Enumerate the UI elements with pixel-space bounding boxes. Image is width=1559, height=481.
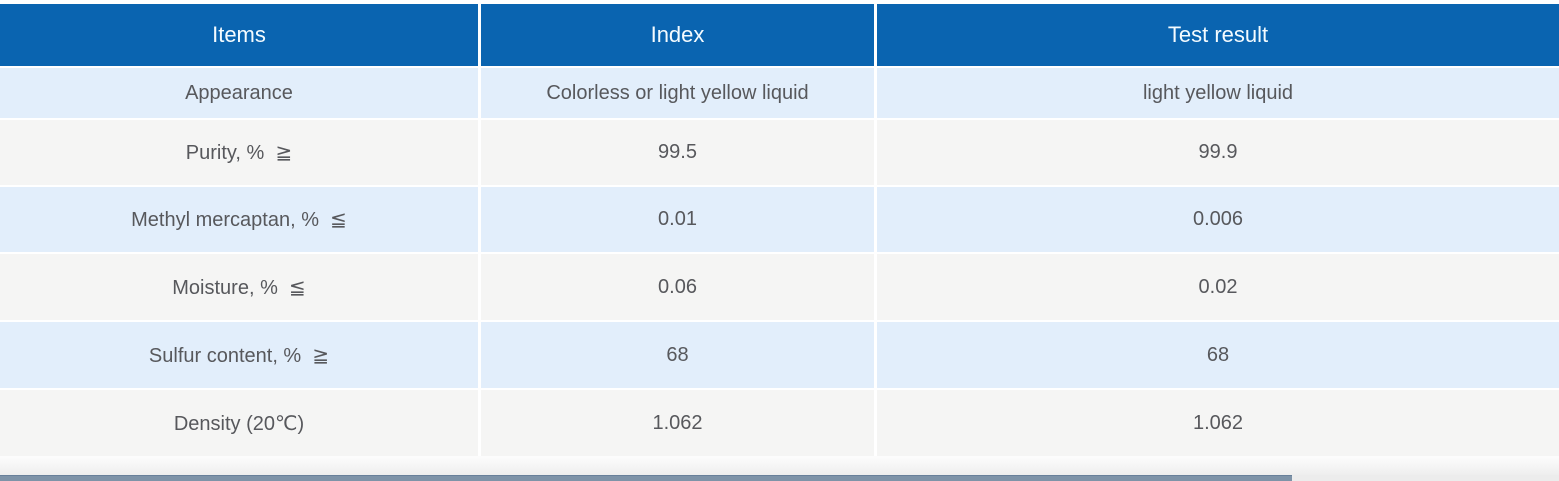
table-header-row: Items Index Test result: [0, 4, 1559, 66]
result-cell: light yellow liquid: [877, 68, 1559, 118]
item-cell: Methyl mercaptan, % ≦: [0, 187, 478, 252]
item-cell: Density (20℃): [0, 390, 478, 456]
result-cell: 1.062: [877, 390, 1559, 456]
item-cell: Moisture, % ≦: [0, 254, 478, 320]
index-cell: 0.06: [481, 254, 874, 320]
index-cell: 1.062: [481, 390, 874, 456]
table-row-density: Density (20℃) 1.062 1.062: [0, 390, 1559, 456]
horizontal-scrollbar[interactable]: [0, 475, 1559, 481]
index-cell: Colorless or light yellow liquid: [481, 68, 874, 118]
column-header-test-result: Test result: [877, 4, 1559, 66]
table-row-sulfur-content: Sulfur content, % ≧ 68 68: [0, 322, 1559, 388]
panel-bottom-edge: [0, 456, 1559, 475]
scrollbar-thumb[interactable]: [0, 475, 1292, 481]
item-cell: Sulfur content, % ≧: [0, 322, 478, 388]
result-cell: 68: [877, 322, 1559, 388]
index-cell: 0.01: [481, 187, 874, 252]
result-cell: 0.02: [877, 254, 1559, 320]
result-cell: 0.006: [877, 187, 1559, 252]
item-cell: Appearance: [0, 68, 478, 118]
index-cell: 99.5: [481, 120, 874, 185]
spec-table: Items Index Test result Appearance Color…: [0, 4, 1559, 458]
table-row-appearance: Appearance Colorless or light yellow liq…: [0, 68, 1559, 118]
column-header-items: Items: [0, 4, 478, 66]
table-row-purity: Purity, % ≧ 99.5 99.9: [0, 120, 1559, 185]
index-cell: 68: [481, 322, 874, 388]
table-row-moisture: Moisture, % ≦ 0.06 0.02: [0, 254, 1559, 320]
table-row-methyl-mercaptan: Methyl mercaptan, % ≦ 0.01 0.006: [0, 187, 1559, 252]
result-cell: 99.9: [877, 120, 1559, 185]
item-cell: Purity, % ≧: [0, 120, 478, 185]
column-header-index: Index: [481, 4, 874, 66]
